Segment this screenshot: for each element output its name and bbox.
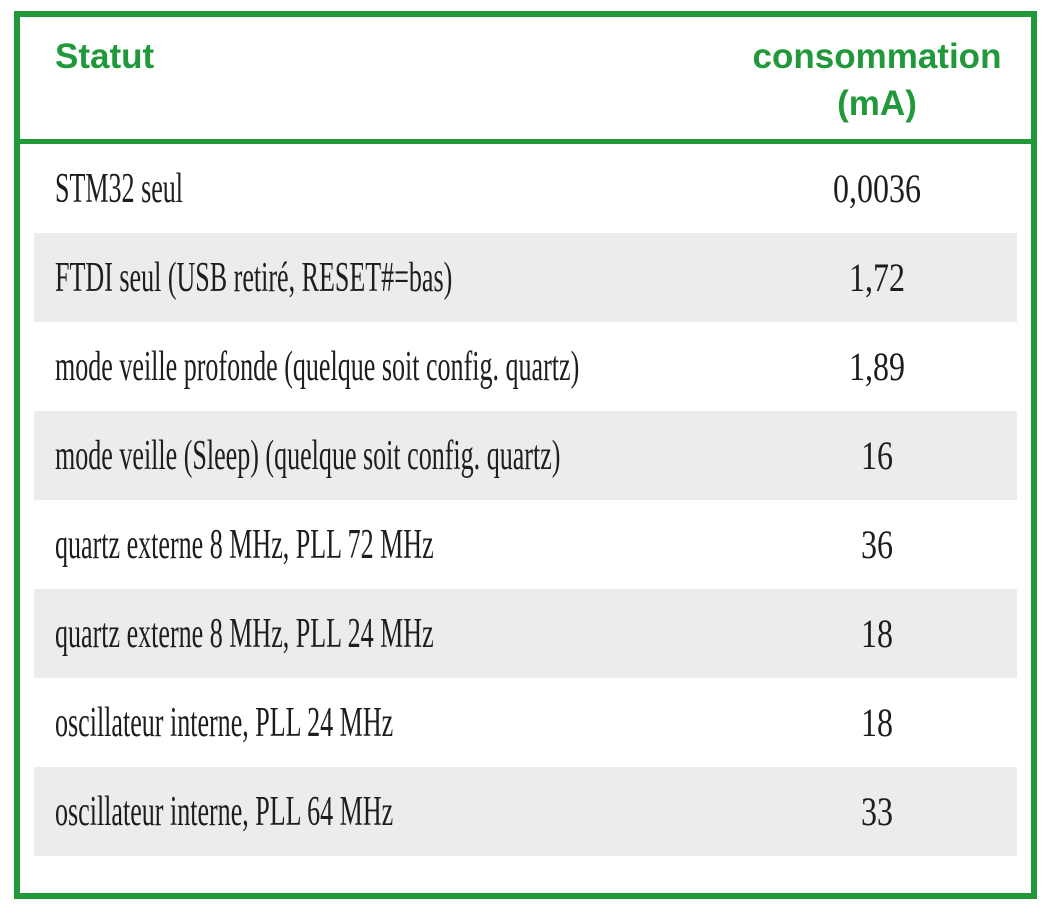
table-row: oscillateur interne, PLL 64 MHz 33 [34, 767, 1017, 856]
table-header-row: Statut consommation (mA) [34, 17, 1017, 139]
table-row: FTDI seul (USB retiré, RESET#=bas) 1,72 [34, 233, 1017, 322]
table-row: quartz externe 8 MHz, PLL 72 MHz 36 [34, 500, 1017, 589]
statut-cell: quartz externe 8 MHz, PLL 72 MHz [34, 521, 737, 569]
consommation-text: 18 [861, 700, 893, 745]
consommation-text: 0,0036 [833, 166, 921, 211]
consommation-cell: 1,72 [737, 254, 1017, 301]
consommation-text: 1,72 [849, 255, 905, 300]
statut-text: FTDI seul (USB retiré, RESET#=bas) [55, 254, 453, 301]
statut-cell: mode veille profonde (quelque soit confi… [34, 343, 737, 391]
statut-text: quartz externe 8 MHz, PLL 72 MHz [55, 521, 434, 568]
consommation-cell: 0,0036 [737, 165, 1017, 212]
statut-cell: oscillateur interne, PLL 64 MHz [34, 788, 737, 836]
table-row: mode veille (Sleep) (quelque soit config… [34, 411, 1017, 500]
consommation-cell: 33 [737, 788, 1017, 835]
consommation-cell: 16 [737, 432, 1017, 479]
statut-text: mode veille (Sleep) (quelque soit config… [55, 432, 561, 479]
statut-cell: FTDI seul (USB retiré, RESET#=bas) [34, 254, 737, 302]
table-body: STM32 seul 0,0036 FTDI seul (USB retiré,… [20, 144, 1031, 856]
statut-cell: STM32 seul [34, 165, 737, 213]
statut-cell: mode veille (Sleep) (quelque soit config… [34, 432, 737, 480]
table-row: quartz externe 8 MHz, PLL 24 MHz 18 [34, 589, 1017, 678]
statut-text: oscillateur interne, PLL 64 MHz [55, 788, 394, 835]
column-header-statut: Statut [55, 37, 155, 76]
consommation-text: 33 [861, 789, 893, 834]
statut-text: mode veille profonde (quelque soit confi… [55, 343, 580, 390]
consommation-text: 16 [861, 433, 893, 478]
statut-cell: oscillateur interne, PLL 24 MHz [34, 699, 737, 747]
statut-cell: quartz externe 8 MHz, PLL 24 MHz [34, 610, 737, 658]
header-divider [20, 139, 1031, 144]
consommation-cell: 18 [737, 610, 1017, 657]
consommation-cell: 1,89 [737, 343, 1017, 390]
consommation-cell: 18 [737, 699, 1017, 746]
statut-text: oscillateur interne, PLL 24 MHz [55, 699, 394, 746]
consumption-table: Statut consommation (mA) STM32 seul 0,00… [14, 11, 1037, 899]
consommation-text: 18 [861, 611, 893, 656]
statut-text: STM32 seul [55, 165, 184, 212]
table-row: STM32 seul 0,0036 [34, 144, 1017, 233]
consommation-text: 36 [861, 522, 893, 567]
consommation-cell: 36 [737, 521, 1017, 568]
column-header-consommation: consommation (mA) [752, 37, 1002, 123]
statut-text: quartz externe 8 MHz, PLL 24 MHz [55, 610, 434, 657]
consommation-text: 1,89 [849, 344, 905, 389]
table-row: mode veille profonde (quelque soit confi… [34, 322, 1017, 411]
table-row: oscillateur interne, PLL 24 MHz 18 [34, 678, 1017, 767]
